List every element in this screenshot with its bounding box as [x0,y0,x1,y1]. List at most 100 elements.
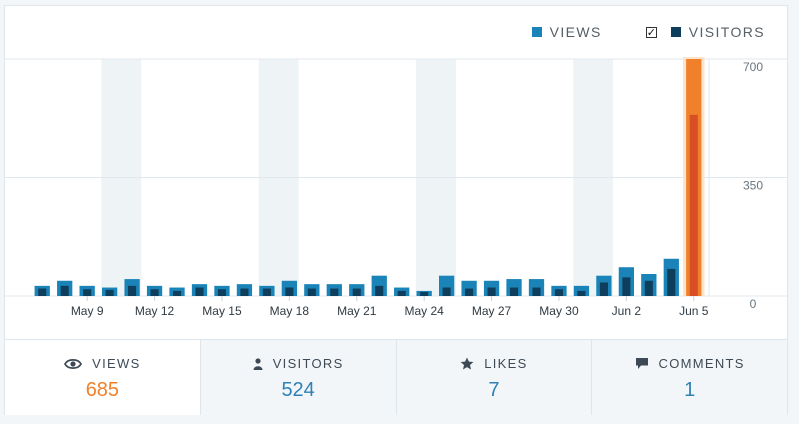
bar-group[interactable] [146,285,163,296]
visitors-bar[interactable] [262,288,271,296]
bar-group[interactable] [641,273,657,296]
legend-visitors-swatch [670,27,681,37]
x-tick-label: May 30 [539,304,579,318]
legend-visitors-label: VISITORS [688,24,765,40]
tab-visitors-value: 524 [281,379,315,401]
legend-visitors[interactable]: ✓ VISITORS [645,24,765,40]
visitors-bar[interactable] [195,287,204,296]
x-tick-label: Jun 5 [679,304,709,318]
legend-views-swatch [531,27,542,37]
visitors-bar[interactable] [622,277,631,296]
bar-group[interactable] [57,280,73,296]
tab-visitors-label: VISITORS [272,356,344,371]
bar-group[interactable] [79,285,95,296]
x-tick-label: Jun 2 [612,304,642,318]
visitors-bar[interactable] [38,288,47,296]
x-tick-label: May 24 [404,304,444,318]
visitors-bar[interactable] [420,291,429,296]
y-tick-label: 700 [743,60,763,74]
bar-group[interactable] [191,284,208,296]
x-tick-label: May 9 [71,304,104,318]
x-tick-label: May 27 [472,304,512,318]
bar-group[interactable] [528,279,545,296]
visitors-bar[interactable] [442,287,451,296]
bar-group[interactable] [124,279,140,296]
bar-group[interactable] [281,280,298,296]
visitors-bar[interactable] [105,289,114,296]
bar-group[interactable] [394,287,410,296]
visitors-bar[interactable] [577,290,586,296]
tab-comments-label: COMMENTS [658,356,745,371]
visitors-bar[interactable] [397,290,406,296]
visitors-bar[interactable] [644,280,653,296]
visitors-bar[interactable] [599,282,608,296]
visitors-bar[interactable] [689,114,698,296]
visitors-bar[interactable] [240,288,249,296]
tab-comments[interactable]: COMMENTS 1 [591,340,787,415]
bar-group[interactable] [573,285,590,296]
bar-group[interactable] [214,285,230,296]
bar-group[interactable] [169,287,185,296]
bar-group[interactable] [34,285,50,296]
x-tick-label: May 18 [270,304,310,318]
tab-views[interactable]: VIEWS 685 [5,340,200,415]
bar-group[interactable] [326,284,342,296]
visitors-bar[interactable] [487,287,496,296]
comment-icon [635,357,649,370]
legend-views-label: VIEWS [549,24,602,40]
visitors-bar[interactable] [465,288,474,296]
visitors-bar[interactable] [375,285,384,296]
x-tick-label: May 21 [337,304,377,318]
y-tick-label: 350 [743,179,763,193]
visitors-bar[interactable] [307,288,316,296]
chart-legend: VIEWS ✓ VISITORS [531,24,765,40]
bar-group[interactable] [483,280,500,296]
visitors-bar[interactable] [128,285,137,296]
visitors-bar[interactable] [330,288,339,296]
x-tick-label: May 12 [135,304,175,318]
bar-group[interactable] [236,284,253,296]
bar-group[interactable] [416,290,432,296]
tab-visitors[interactable]: VISITORS 524 [199,340,396,415]
stats-tabs: VIEWS 685 VISITORS 524 LIKES 7 [5,339,787,415]
x-tick-label: May 15 [202,304,242,318]
visitors-bar[interactable] [554,289,564,296]
bar-group[interactable] [663,258,679,296]
visitors-bar[interactable] [509,287,519,296]
bar-group[interactable] [686,59,702,296]
visitors-bar[interactable] [352,288,361,296]
bar-group[interactable] [259,285,275,296]
bar-group[interactable] [101,287,118,296]
stats-chart: 700 350 0 May 9 May 12 May 15 May 18 May 21 May … [5,57,787,318]
visitors-bar[interactable] [285,287,294,296]
person-icon [253,357,263,370]
eye-icon [64,358,83,370]
bar-group[interactable] [506,279,522,296]
bar-group[interactable] [461,280,477,296]
bar-group[interactable] [371,275,387,296]
bar-group[interactable] [304,284,320,296]
tab-comments-value: 1 [684,379,696,401]
visitors-bar[interactable] [172,290,182,296]
bar-group[interactable] [438,275,455,296]
tab-views-label: VIEWS [92,356,141,371]
visitors-checkbox[interactable]: ✓ [645,25,658,39]
visitors-bar[interactable] [532,287,541,296]
tab-likes-label: LIKES [484,356,528,371]
bar-group[interactable] [596,275,612,296]
tab-views-value: 685 [85,379,120,401]
y-tick-label: 0 [750,297,757,311]
visitors-bar[interactable] [150,289,159,296]
bar-group[interactable] [349,284,365,296]
bar-group[interactable] [618,267,635,296]
legend-views: VIEWS [531,24,602,40]
visitors-bar[interactable] [60,285,69,296]
star-icon [460,357,474,370]
bar-group[interactable] [551,285,567,296]
stats-card: 700 350 0 May 9 May 12 May 15 May 18 May 21 May … [4,5,788,415]
tab-likes[interactable]: LIKES 7 [395,340,592,415]
tab-likes-value: 7 [488,379,500,401]
visitors-bar[interactable] [83,289,92,296]
visitors-bar[interactable] [217,289,227,296]
visitors-bar[interactable] [667,268,676,296]
